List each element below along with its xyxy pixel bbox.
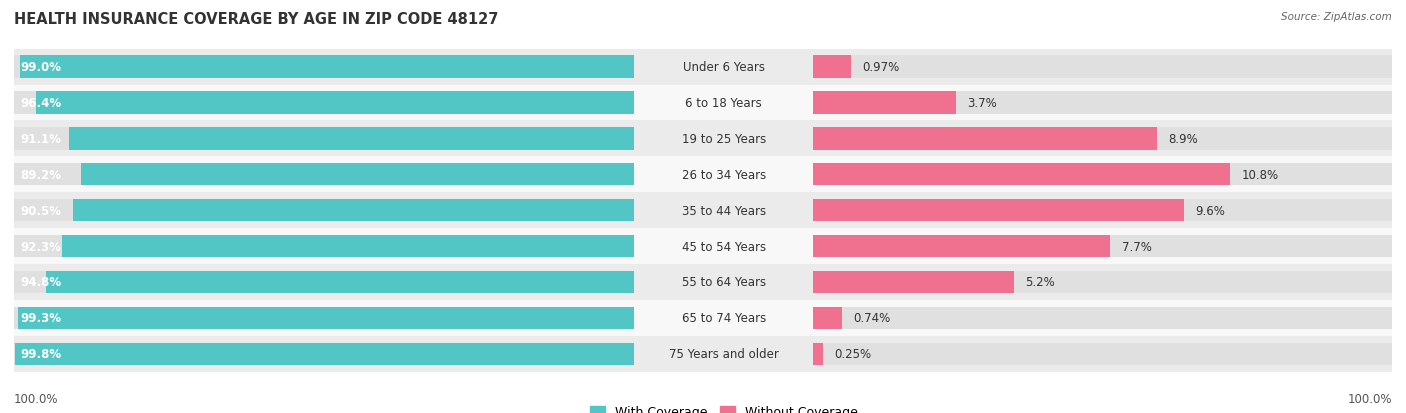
Bar	[14, 264, 634, 300]
Bar	[813, 193, 1392, 228]
Bar	[813, 56, 851, 78]
Bar	[15, 343, 634, 365]
Text: 75 Years and older: 75 Years and older	[669, 347, 779, 360]
Bar	[14, 128, 634, 150]
Bar	[813, 56, 1392, 78]
Bar	[813, 307, 1392, 329]
Text: 10.8%: 10.8%	[1241, 169, 1278, 181]
Bar	[813, 228, 1392, 264]
Text: 35 to 44 Years: 35 to 44 Years	[682, 204, 766, 217]
Text: 26 to 34 Years: 26 to 34 Years	[682, 169, 766, 181]
Bar	[14, 121, 634, 157]
Bar	[14, 336, 634, 372]
Text: 9.6%: 9.6%	[1195, 204, 1225, 217]
Bar	[18, 307, 634, 329]
Text: 3.7%: 3.7%	[967, 97, 997, 110]
Bar	[62, 235, 634, 258]
Bar	[634, 121, 813, 157]
Text: 100.0%: 100.0%	[14, 392, 59, 405]
Bar	[14, 271, 634, 293]
Bar	[14, 85, 634, 121]
Bar	[14, 50, 634, 85]
Bar	[813, 271, 1392, 293]
Bar	[634, 157, 813, 193]
Text: 45 to 54 Years: 45 to 54 Years	[682, 240, 766, 253]
Text: 55 to 64 Years: 55 to 64 Years	[682, 276, 766, 289]
Text: 0.25%: 0.25%	[834, 347, 872, 360]
Text: 8.9%: 8.9%	[1168, 133, 1198, 145]
Text: 6 to 18 Years: 6 to 18 Years	[685, 97, 762, 110]
Text: 7.7%: 7.7%	[1122, 240, 1152, 253]
Text: 96.4%: 96.4%	[20, 97, 62, 110]
Bar	[14, 235, 634, 258]
Text: 94.8%: 94.8%	[20, 276, 62, 289]
Bar	[813, 157, 1392, 193]
Bar	[14, 56, 634, 78]
Bar	[82, 164, 634, 186]
Bar	[634, 228, 813, 264]
Text: 0.74%: 0.74%	[853, 311, 890, 325]
Bar	[813, 336, 1392, 372]
Bar	[14, 307, 634, 329]
Bar	[14, 300, 634, 336]
Text: HEALTH INSURANCE COVERAGE BY AGE IN ZIP CODE 48127: HEALTH INSURANCE COVERAGE BY AGE IN ZIP …	[14, 12, 499, 27]
Bar	[813, 85, 1392, 121]
Bar	[14, 228, 634, 264]
Bar	[37, 92, 634, 114]
Bar	[20, 56, 634, 78]
Bar	[634, 85, 813, 121]
Bar	[634, 336, 813, 372]
Text: 99.3%: 99.3%	[20, 311, 62, 325]
Bar	[14, 164, 634, 186]
Bar	[813, 300, 1392, 336]
Text: 89.2%: 89.2%	[20, 169, 62, 181]
Text: 65 to 74 Years: 65 to 74 Years	[682, 311, 766, 325]
Text: Under 6 Years: Under 6 Years	[683, 61, 765, 74]
Bar	[813, 128, 1392, 150]
Bar	[46, 271, 634, 293]
Bar	[813, 343, 1392, 365]
Text: 92.3%: 92.3%	[20, 240, 60, 253]
Bar	[813, 343, 823, 365]
Bar	[14, 92, 634, 114]
Bar	[813, 92, 956, 114]
Bar	[813, 121, 1392, 157]
Bar	[634, 193, 813, 228]
Text: 5.2%: 5.2%	[1025, 276, 1054, 289]
Bar	[813, 271, 1014, 293]
Text: 100.0%: 100.0%	[1347, 392, 1392, 405]
Text: 90.5%: 90.5%	[20, 204, 62, 217]
Legend: With Coverage, Without Coverage: With Coverage, Without Coverage	[585, 401, 863, 413]
Bar	[813, 50, 1392, 85]
Bar	[813, 235, 1392, 258]
Bar	[813, 199, 1392, 222]
Bar	[14, 343, 634, 365]
Bar	[634, 50, 813, 85]
Text: 99.0%: 99.0%	[20, 61, 62, 74]
Bar	[813, 307, 842, 329]
Text: 0.97%: 0.97%	[862, 61, 900, 74]
Bar	[73, 199, 634, 222]
Bar	[813, 199, 1184, 222]
Text: 99.8%: 99.8%	[20, 347, 62, 360]
Bar	[813, 264, 1392, 300]
Bar	[813, 164, 1230, 186]
Bar	[813, 92, 1392, 114]
Text: Source: ZipAtlas.com: Source: ZipAtlas.com	[1281, 12, 1392, 22]
Bar	[634, 300, 813, 336]
Bar	[813, 164, 1392, 186]
Bar	[14, 193, 634, 228]
Text: 91.1%: 91.1%	[20, 133, 60, 145]
Bar	[14, 157, 634, 193]
Bar	[14, 199, 634, 222]
Bar	[813, 235, 1111, 258]
Text: 19 to 25 Years: 19 to 25 Years	[682, 133, 766, 145]
Bar	[69, 128, 634, 150]
Bar	[634, 264, 813, 300]
Bar	[813, 128, 1157, 150]
